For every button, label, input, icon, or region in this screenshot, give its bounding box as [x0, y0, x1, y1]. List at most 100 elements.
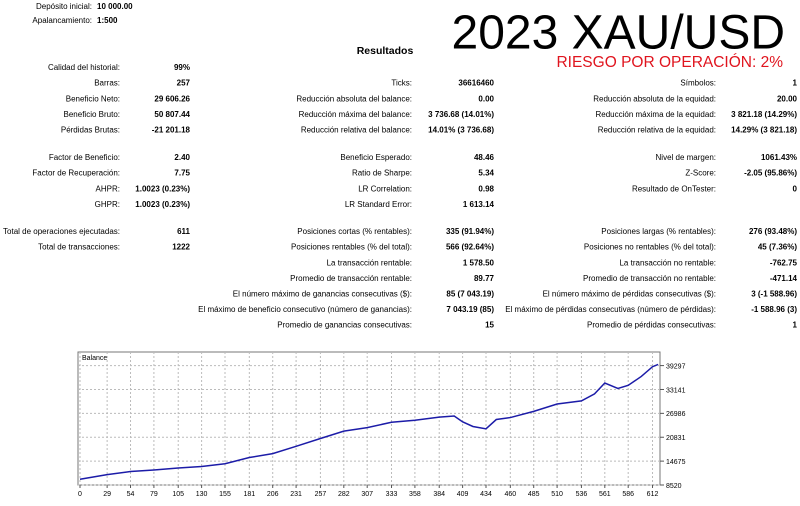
stat-value: 50 807.44	[154, 110, 190, 119]
x-tick-label: 586	[622, 491, 634, 498]
stat-label: GHPR:	[95, 200, 120, 209]
x-tick-label: 29	[103, 491, 111, 498]
stat-value: 1	[793, 321, 798, 330]
x-tick-label: 358	[409, 491, 421, 498]
stat-value: 7.75	[174, 169, 190, 178]
stat-value: 14.01% (3 736.68)	[428, 126, 494, 135]
stat-label: Promedio de transacción rentable:	[290, 274, 412, 283]
x-tick-label: 460	[504, 491, 516, 498]
stat-value: 335 (91.94%)	[446, 227, 494, 236]
stat-label: LR Correlation:	[358, 184, 412, 193]
stat-value: 2.40	[174, 153, 190, 162]
stat-label: Reducción absoluta de la equidad:	[593, 94, 716, 103]
stat-label: Símbolos:	[680, 79, 716, 88]
stat-label: La transacción no rentable:	[619, 258, 716, 267]
stat-label: Barras:	[94, 79, 120, 88]
x-tick-label: 333	[386, 491, 398, 498]
stat-label: Promedio de ganancias consecutivas:	[277, 321, 412, 330]
stat-value: 1061.43%	[761, 153, 797, 162]
stat-value: 1 578.50	[463, 258, 495, 267]
y-tick-label: 14675	[666, 459, 686, 466]
x-tick-label: 612	[647, 491, 659, 498]
y-tick-label: 26986	[666, 411, 686, 418]
stat-label: Beneficio Neto:	[66, 94, 120, 103]
stat-label: La transacción rentable:	[327, 258, 412, 267]
stat-label: Reducción relativa del balance:	[301, 126, 412, 135]
deposit-value: 10 000.00	[97, 2, 133, 11]
stat-label: Ticks:	[391, 79, 412, 88]
stat-value: 20.00	[777, 94, 798, 103]
y-tick-label: 20831	[666, 435, 686, 442]
stat-label: El número máximo de pérdidas consecutiva…	[543, 290, 716, 299]
stat-label: Resultado de OnTester:	[632, 184, 716, 193]
deposit-label: Depósito inicial:	[36, 2, 92, 11]
stat-value: -762.75	[770, 258, 798, 267]
stat-label: Posiciones rentables (% del total):	[291, 243, 412, 252]
stat-value: 0.98	[478, 184, 494, 193]
stat-value: 1	[793, 79, 798, 88]
stat-label: Posiciones largas (% rentables):	[601, 227, 716, 236]
stat-value: -21 201.18	[152, 126, 191, 135]
stat-value: 48.46	[474, 153, 495, 162]
stat-label: Reducción absoluta del balance:	[296, 94, 412, 103]
stat-label: Reducción relativa de la equidad:	[598, 126, 716, 135]
x-tick-label: 536	[576, 491, 588, 498]
stat-label: Factor de Recuperación:	[32, 169, 120, 178]
stat-value: 45 (7.36%)	[758, 243, 797, 252]
stat-label: Beneficio Bruto:	[64, 110, 120, 119]
stat-value: 611	[177, 227, 190, 236]
stat-label: Posiciones no rentables (% del total):	[584, 243, 716, 252]
x-tick-label: 0	[78, 491, 82, 498]
y-tick-label: 33141	[666, 387, 686, 394]
stat-label: Posiciones cortas (% rentables):	[297, 227, 412, 236]
stat-label: Beneficio Esperado:	[340, 153, 412, 162]
stat-value: 29 606.26	[154, 94, 190, 103]
stat-value: -471.14	[770, 274, 798, 283]
x-tick-label: 54	[127, 491, 135, 498]
x-tick-label: 155	[219, 491, 231, 498]
stat-value: 566 (92.64%)	[446, 243, 494, 252]
stat-value: 1 613.14	[463, 200, 495, 209]
stat-value: 15	[485, 321, 494, 330]
leverage-value: 1:500	[97, 16, 118, 25]
stat-value: 85 (7 043.19)	[446, 290, 494, 299]
stat-label: Reducción máxima de la equidad:	[595, 110, 716, 119]
stat-label: AHPR:	[96, 184, 120, 193]
x-tick-label: 181	[243, 491, 255, 498]
balance-line	[79, 363, 659, 480]
x-tick-label: 510	[551, 491, 563, 498]
stat-label: Reducción máxima del balance:	[299, 110, 412, 119]
stat-value: 0.00	[478, 94, 494, 103]
stat-value: 7 043.19 (85)	[446, 305, 494, 314]
x-tick-label: 561	[599, 491, 611, 498]
y-tick-label: 8520	[666, 483, 682, 490]
x-tick-label: 384	[433, 491, 445, 498]
x-tick-label: 105	[172, 491, 184, 498]
stat-label: Total de operaciones ejecutadas:	[3, 227, 120, 236]
stat-label: Nivel de margen:	[656, 153, 716, 162]
stat-value: 1.0023 (0.23%)	[135, 184, 190, 193]
big-title: 2023 XAU/USD	[452, 7, 786, 60]
y-tick-label: 39297	[666, 363, 686, 370]
stat-value: 14.29% (3 821.18)	[731, 126, 797, 135]
stat-label: Total de transacciones:	[38, 243, 120, 252]
x-tick-label: 257	[315, 491, 327, 498]
section-title: Resultados	[357, 45, 414, 57]
stat-value: 3 736.68 (14.01%)	[428, 110, 494, 119]
stat-value: 3 (-1 588.96)	[751, 290, 797, 299]
stat-value: 1.0023 (0.23%)	[135, 200, 190, 209]
chart-title: Balance	[82, 355, 107, 362]
stat-value: 99%	[174, 63, 190, 72]
stat-value: -2.05 (95.86%)	[744, 169, 797, 178]
stat-value: 1222	[172, 243, 190, 252]
chart-frame	[77, 351, 661, 486]
x-tick-label: 79	[150, 491, 158, 498]
stat-label: LR Standard Error:	[345, 200, 412, 209]
x-tick-label: 485	[528, 491, 540, 498]
stat-label: El máximo de pérdidas consecutivas (núme…	[505, 305, 716, 314]
stat-value: 0	[793, 184, 798, 193]
stat-label: Ratio de Sharpe:	[352, 169, 412, 178]
x-tick-label: 307	[361, 491, 373, 498]
